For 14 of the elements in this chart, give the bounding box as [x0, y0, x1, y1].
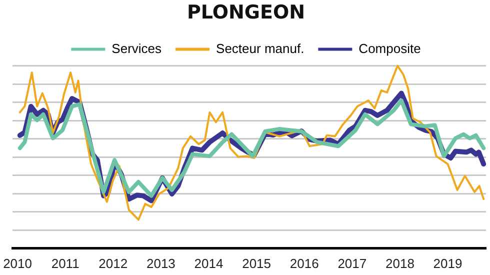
- x-tick-label: 2013: [146, 256, 176, 271]
- legend-label: Services: [112, 40, 162, 56]
- x-tick-label: 2010: [3, 256, 32, 271]
- chart-title: PLONGEON: [186, 1, 306, 24]
- x-tick-label: 2018: [385, 256, 414, 271]
- x-tick-label: 2012: [98, 256, 128, 271]
- x-tick-label: 2017: [338, 256, 367, 271]
- x-tick-label: 2011: [51, 256, 80, 271]
- x-tick-label: 2015: [242, 256, 271, 271]
- legend-label: Composite: [358, 40, 421, 56]
- legend-label: Secteur manuf.: [216, 40, 304, 56]
- x-tick-label: 2014: [194, 256, 224, 271]
- x-tick-label: 2019: [433, 256, 462, 271]
- x-tick-label: 2016: [290, 256, 319, 271]
